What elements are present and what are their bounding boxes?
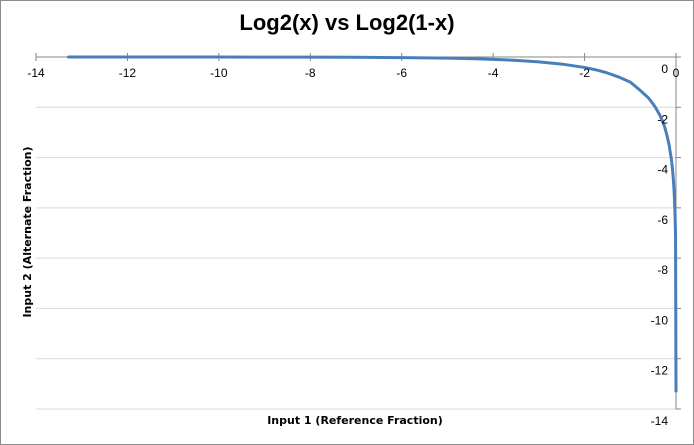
y-tick-label: -8 bbox=[657, 263, 668, 277]
x-axis-label: Input 1 (Reference Fraction) bbox=[267, 414, 443, 427]
x-tick-label: -4 bbox=[488, 66, 499, 80]
x-tick-label: -14 bbox=[27, 66, 45, 80]
series-layer bbox=[66, 55, 678, 393]
x-tick-label: 0 bbox=[673, 66, 680, 80]
chart-title: Log2(x) vs Log2(1-x) bbox=[239, 10, 455, 35]
x-tick-label: -12 bbox=[119, 66, 137, 80]
y-tick-label: 0 bbox=[661, 62, 668, 76]
y-tick-label: -6 bbox=[657, 213, 668, 227]
x-tick-label: -6 bbox=[396, 66, 407, 80]
y-tick-label: -14 bbox=[651, 414, 669, 428]
y-axis-label: Input 2 (Alternate Fraction) bbox=[21, 146, 34, 317]
x-tick-label: -10 bbox=[210, 66, 228, 80]
axes bbox=[35, 53, 681, 410]
y-tick-label: -4 bbox=[657, 163, 668, 177]
x-tick-label: -2 bbox=[579, 66, 590, 80]
y-tick-label: -2 bbox=[657, 112, 668, 126]
grid-lines bbox=[36, 56, 676, 410]
tick-labels: 0 -2 -4 -6 -8 -10 -12 -14 -14 -12 -10 -8 -6 -4 -2 0 bbox=[27, 62, 679, 428]
y-tick-label: -10 bbox=[651, 313, 669, 327]
series-line bbox=[66, 55, 678, 393]
y-tick-label: -12 bbox=[651, 364, 669, 378]
x-tick-label: -8 bbox=[305, 66, 316, 80]
